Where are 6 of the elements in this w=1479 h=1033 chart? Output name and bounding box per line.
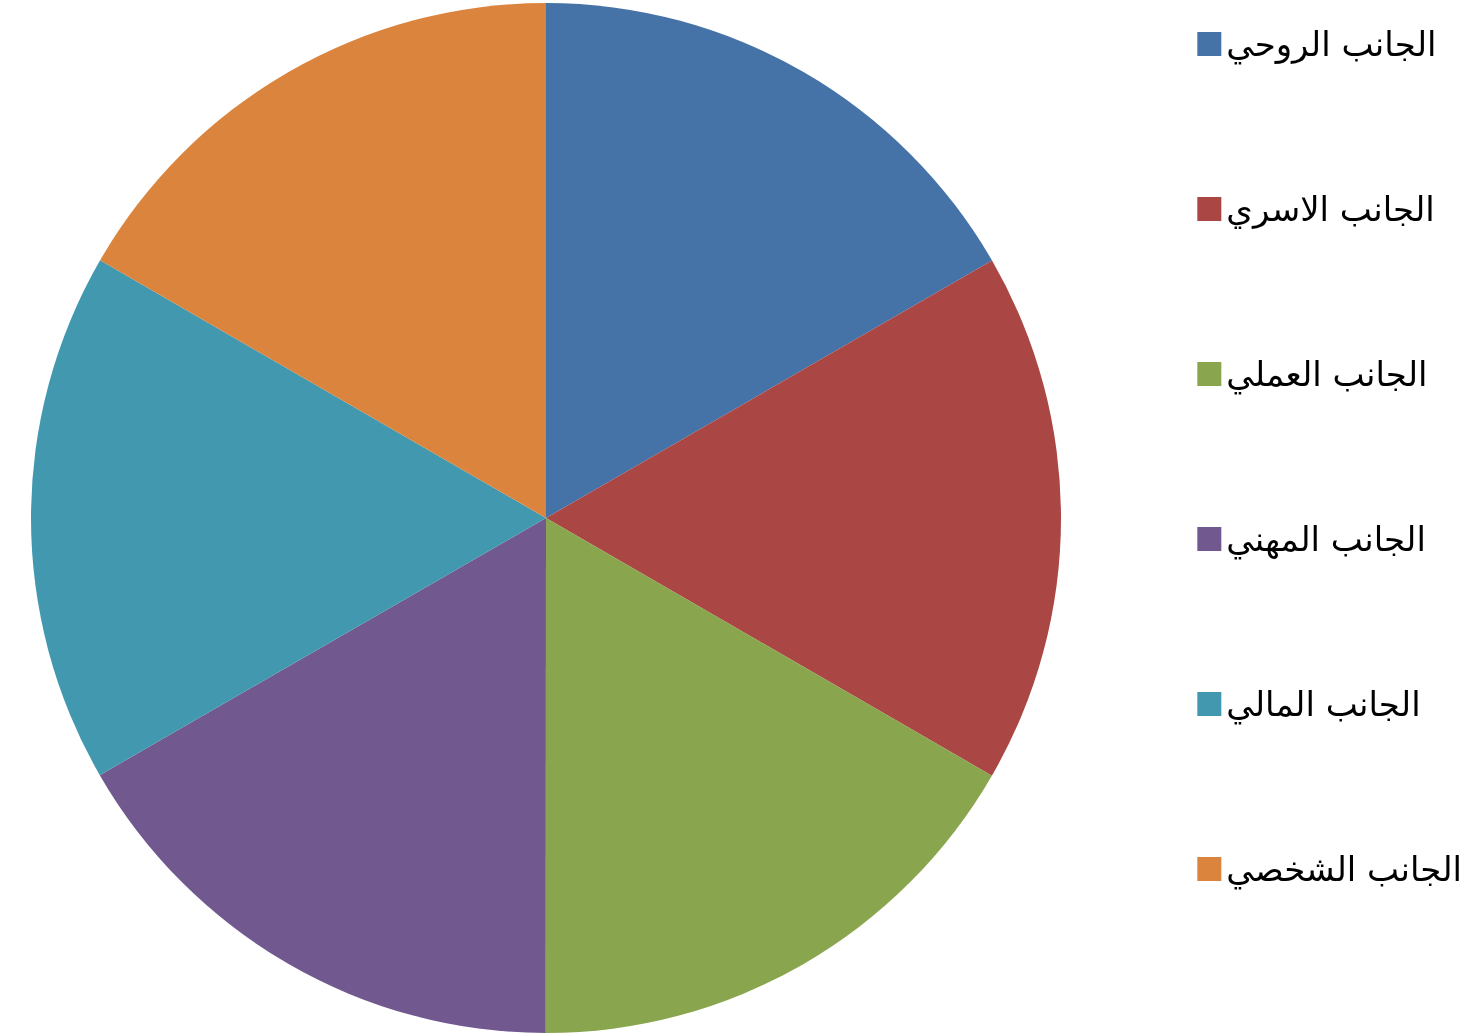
legend-label: الجانب الروحي <box>1226 24 1437 65</box>
legend-label: الجانب المهني <box>1226 519 1426 560</box>
legend-label: الجانب العملي <box>1226 354 1428 395</box>
legend-label: الجانب الاسري <box>1226 189 1435 230</box>
legend-label: الجانب الشخصي <box>1226 849 1463 890</box>
legend-label: الجانب المالي <box>1226 684 1421 725</box>
